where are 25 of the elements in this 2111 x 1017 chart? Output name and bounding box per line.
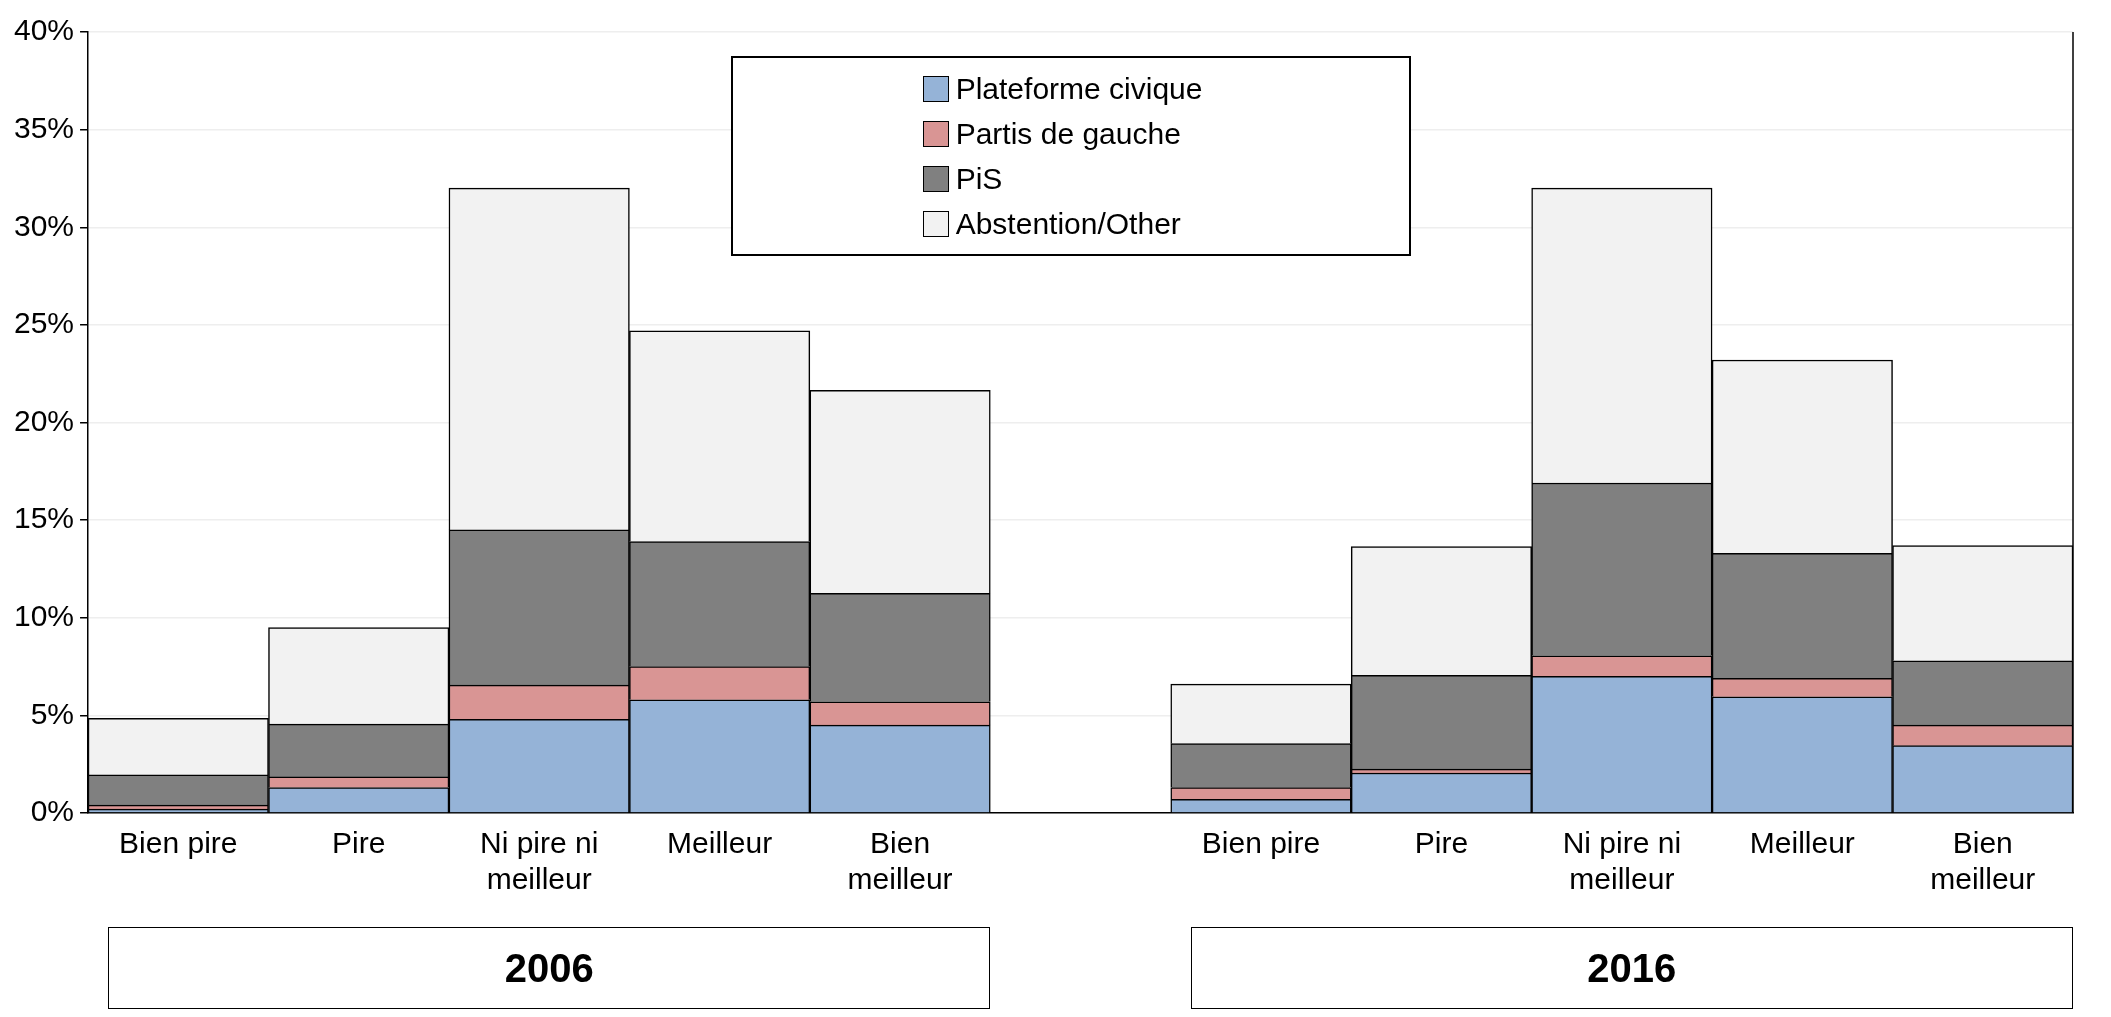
legend-label: Partis de gauche: [955, 116, 1181, 152]
x-tick-label: Pire: [332, 826, 386, 860]
x-tick-label: Ni pire ni meilleur: [479, 826, 599, 896]
legend-label: Plateforme civique: [955, 71, 1203, 107]
y-tick-label: 25%: [14, 306, 75, 340]
y-tick-label: 30%: [14, 208, 75, 242]
x-tick-label: Bien meilleur: [847, 826, 953, 896]
text: 2006: [108, 927, 991, 1009]
y-tick-label: 35%: [14, 110, 75, 144]
y-tick-label: 0%: [30, 794, 75, 828]
x-tick-label: Bien pire: [119, 826, 238, 860]
x-tick-label: Pire: [1414, 826, 1469, 860]
y-tick-label: 5%: [30, 696, 75, 730]
legend-label: Abstention/Other: [955, 206, 1181, 242]
x-tick-label: Meilleur: [1749, 826, 1855, 860]
y-tick-label: 20%: [14, 403, 75, 437]
text: 2016: [1190, 927, 2073, 1009]
legend-label: PiS: [955, 161, 1003, 197]
x-tick-label: Bien meilleur: [1930, 826, 2036, 896]
x-tick-label: Ni pire ni meilleur: [1562, 826, 1682, 896]
x-tick-label: Bien pire: [1201, 826, 1321, 860]
x-tick-label: Meilleur: [667, 826, 773, 860]
y-tick-label: 10%: [14, 599, 75, 633]
y-tick-label: 15%: [14, 501, 75, 535]
y-tick-label: 40%: [14, 13, 75, 47]
